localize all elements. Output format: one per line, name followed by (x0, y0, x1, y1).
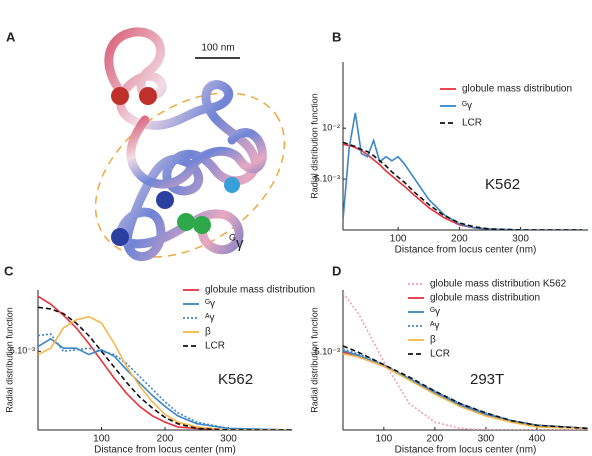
x-tick-label: 100 (390, 234, 407, 245)
x-axis-label: Distance from locus center (nm) (395, 245, 537, 256)
legend-label: β (205, 327, 211, 338)
annotation: γ (236, 235, 244, 252)
y-tick-label: 5.10⁻³ (315, 173, 340, 183)
x-tick-label: 300 (512, 234, 529, 245)
series-line (343, 345, 588, 430)
legend-label: ᴬγ (429, 321, 440, 332)
locus-marker (111, 87, 129, 105)
legend-label: ᴳγ (462, 101, 472, 112)
series-line (343, 112, 582, 230)
chart: C 100 200 300 5.10⁻³ Distance from locus cent… (4, 263, 315, 455)
x-tick-label: 100 (375, 434, 392, 445)
series-line (343, 292, 588, 430)
legend-label: LCR (205, 341, 225, 352)
x-tick-label: 200 (451, 234, 468, 245)
y-axis-label: Radial distribution function (4, 307, 14, 413)
legend-label: globule mass distribution (462, 84, 572, 95)
legend-label: ᴳγ (205, 299, 215, 310)
region-outline (94, 92, 286, 258)
series-line (343, 141, 582, 230)
locus-marker (139, 87, 157, 105)
chromatin-tube (126, 115, 267, 189)
panel-label: A (6, 29, 16, 44)
panel-label: B (332, 29, 341, 44)
legend-label: LCR (462, 118, 482, 129)
series-line (343, 348, 588, 430)
y-axis-label: Radial distribution function (309, 93, 319, 199)
legend-label: globule mass distribution (430, 293, 540, 304)
chart: D 100 200 300 400 5.10⁻³ Distance from locus c… (309, 263, 588, 456)
locus-marker (193, 216, 211, 234)
annotation-sup: G (229, 232, 236, 242)
y-tick-label: 5.10⁻³ (315, 347, 340, 357)
scale-label: 100 nm (201, 43, 234, 54)
y-tick-label: 10⁻² (322, 123, 340, 133)
legend-label: β (430, 335, 436, 346)
series-line (343, 353, 588, 430)
series-line (38, 315, 292, 430)
locus-marker (111, 228, 129, 246)
panel-label: D (332, 263, 341, 278)
x-tick-label: 300 (478, 434, 495, 445)
locus-marker (156, 191, 174, 209)
x-tick-label: 300 (220, 434, 237, 445)
panel-a: A 100 nm G γ (6, 27, 286, 262)
x-axis-label: Distance from locus center (nm) (94, 445, 236, 456)
annotation: 293T (470, 371, 504, 388)
series-line (38, 337, 292, 430)
y-axis-label: Radial distribution function (309, 307, 319, 413)
legend-label: globule mass distribution K562 (430, 279, 567, 290)
series-line (38, 306, 292, 430)
legend-label: LCR (430, 349, 450, 360)
x-tick-label: 200 (157, 434, 174, 445)
annotation: K562 (485, 176, 520, 193)
x-tick-label: 100 (93, 434, 110, 445)
annotation: K562 (218, 371, 253, 388)
series-line (38, 295, 292, 430)
series-line (38, 333, 292, 430)
locus-marker (177, 213, 195, 231)
locus-marker (224, 177, 240, 193)
legend-label: ᴳγ (430, 307, 440, 318)
x-tick-label: 200 (427, 434, 444, 445)
x-axis-label: Distance from locus center (nm) (395, 445, 537, 456)
x-tick-label: 400 (529, 434, 546, 445)
panel-label: C (4, 263, 14, 278)
legend-label: globule mass distribution (205, 285, 315, 296)
chart: B 100 200 300 5.10⁻³ 10⁻² Distance from locus … (309, 29, 588, 256)
y-tick-label: 5.10⁻³ (10, 346, 35, 356)
legend-label: ᴬγ (204, 313, 215, 324)
